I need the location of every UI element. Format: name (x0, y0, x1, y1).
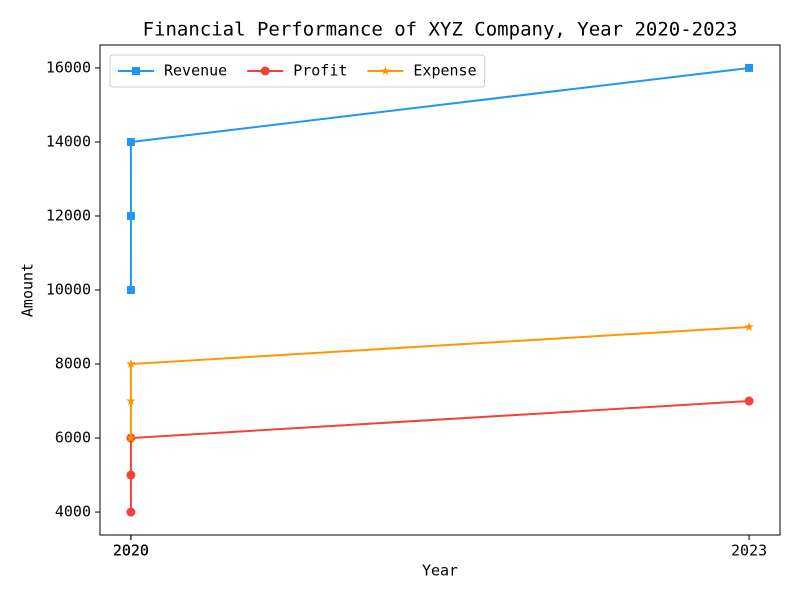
x-tick-label: 2020 (113, 542, 149, 560)
marker (126, 470, 136, 480)
marker (380, 66, 391, 76)
y-axis-label: Amount (19, 263, 37, 317)
marker (126, 507, 136, 517)
marker (744, 396, 754, 406)
marker (132, 67, 140, 75)
legend-box (109, 54, 486, 88)
x-axis-label: Year (422, 562, 458, 580)
marker (260, 66, 270, 76)
y-tick-label: 16000 (46, 58, 91, 76)
plot-frame (99, 44, 781, 536)
y-tick-label: 6000 (55, 429, 91, 447)
y-tick-label: 10000 (46, 281, 91, 299)
marker (126, 396, 136, 406)
marker (126, 211, 135, 220)
series-line (129, 326, 750, 439)
series-line (129, 400, 750, 513)
legend-label: Profit (293, 62, 347, 80)
marker (126, 433, 136, 443)
y-tick-label: 14000 (46, 132, 91, 150)
y-tick-label: 4000 (55, 503, 91, 521)
marker (744, 322, 754, 332)
marker (126, 137, 135, 146)
marker (126, 286, 135, 294)
marker (126, 359, 136, 369)
legend: Revenue Profit Expense (109, 54, 486, 88)
x-tick-label: 2020 (113, 542, 149, 560)
y-tick-label: 12000 (46, 206, 91, 224)
legend-label: Expense (413, 62, 476, 80)
legend-label: Revenue (164, 62, 227, 80)
series-line (129, 66, 750, 290)
chart-title: Financial Performance of XYZ Company, Ye… (143, 19, 738, 41)
x-tick-label: 2023 (731, 542, 767, 560)
marker (745, 63, 754, 72)
y-tick-label: 8000 (55, 355, 91, 373)
x-tick-label: 2020 (113, 542, 149, 560)
